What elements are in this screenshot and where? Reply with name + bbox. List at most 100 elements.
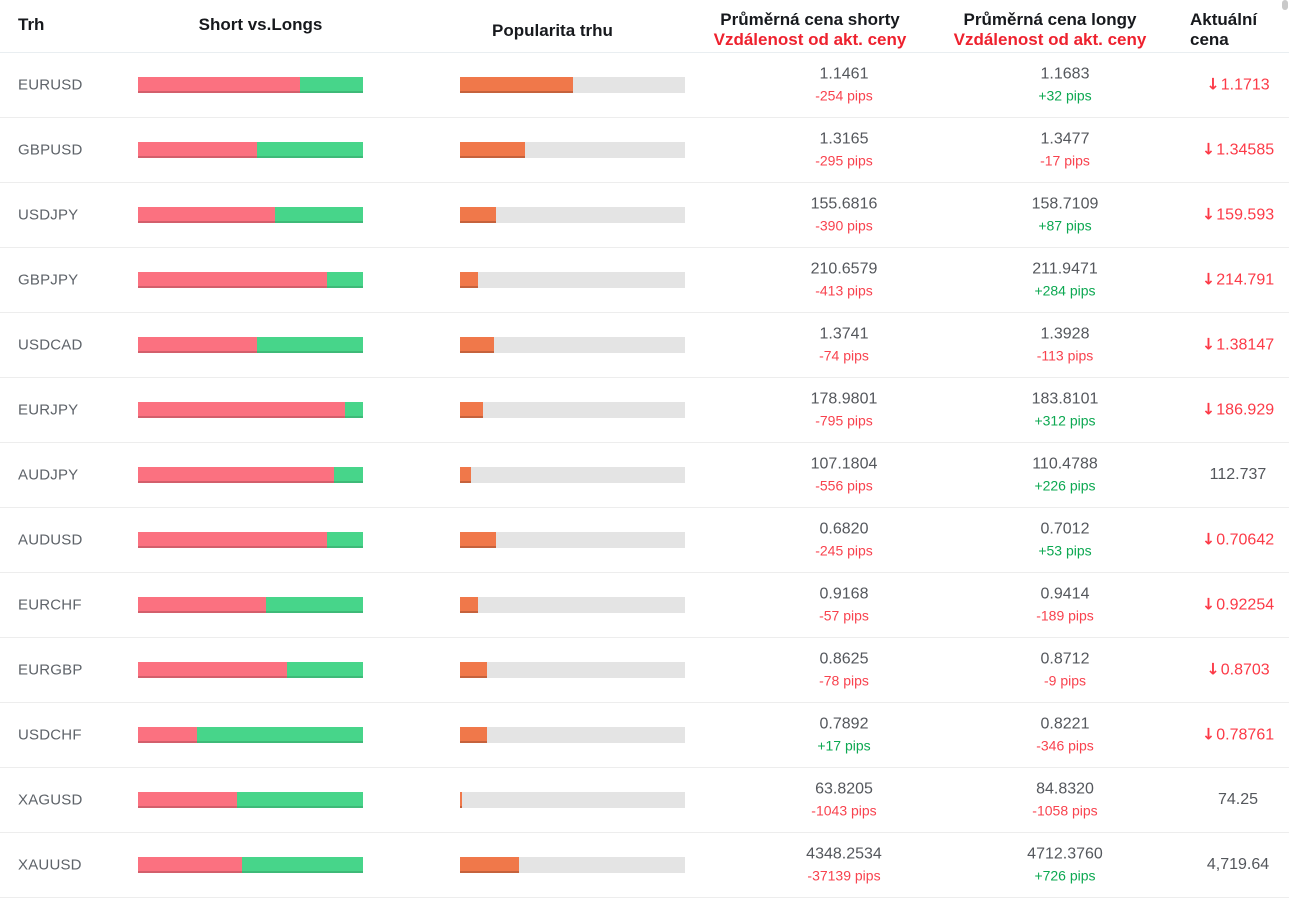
table-row[interactable]: EURUSD 1.1461 -254 pips 1.1683 +32 pips … [0, 53, 1289, 118]
table-row[interactable]: EURJPY 178.9801 -795 pips 183.8101 +312 … [0, 378, 1289, 443]
avg-long-cell: 0.7012 +53 pips [945, 519, 1185, 562]
table-row[interactable]: EURGBP 0.8625 -78 pips 0.8712 -9 pips ↓0… [0, 638, 1289, 703]
avg-short-distance: -295 pips [815, 152, 873, 169]
current-price-value: 0.8703 [1220, 661, 1270, 679]
avg-short-price: 1.3165 [819, 130, 869, 148]
popularity-fill [460, 337, 494, 353]
table-row[interactable]: USDCHF 0.7892 +17 pips 0.8221 -346 pips … [0, 703, 1289, 768]
short-bar-segment [138, 792, 237, 808]
table-row[interactable]: GBPJPY 210.6579 -413 pips 211.9471 +284 … [0, 248, 1289, 313]
avg-long-price: 84.8320 [1036, 780, 1094, 798]
avg-long-cell: 1.1683 +32 pips [945, 64, 1185, 107]
table-body: EURUSD 1.1461 -254 pips 1.1683 +32 pips … [0, 53, 1289, 898]
table-row[interactable]: USDCAD 1.3741 -74 pips 1.3928 -113 pips … [0, 313, 1289, 378]
popularity-fill [460, 532, 496, 548]
column-header-avg-long-distance: Vzdálenost od akt. ceny [953, 30, 1147, 49]
current-price-cell: ↓186.929 [1178, 399, 1289, 422]
popularity-fill [460, 597, 478, 613]
current-price-value: 214.791 [1216, 271, 1275, 289]
long-bar-segment [300, 77, 363, 93]
avg-short-cell: 0.7892 +17 pips [724, 714, 964, 757]
avg-long-distance: +226 pips [1034, 477, 1096, 494]
column-header-market: Trh [18, 15, 45, 34]
short-bar-segment [138, 532, 327, 548]
price-down-arrow-icon: ↓ [1201, 529, 1216, 549]
column-header-avg-short: Průměrná cena shorty Vzdálenost od akt. … [690, 10, 930, 50]
avg-long-cell: 211.9471 +284 pips [945, 259, 1185, 302]
short-bar-segment [138, 597, 267, 613]
short-bar-segment [138, 142, 258, 158]
market-label: EURUSD [18, 76, 83, 94]
avg-short-distance: -1043 pips [811, 802, 877, 819]
column-header-avg-long-price: Průměrná cena longy [963, 10, 1137, 29]
market-label: XAUUSD [18, 856, 82, 874]
current-price-cell: ↓1.1713 [1178, 74, 1289, 97]
table-row[interactable]: XAUUSD 4348.2534 -37139 pips 4712.3760 +… [0, 833, 1289, 898]
market-label: GBPUSD [18, 141, 83, 159]
short-bar-segment [138, 402, 345, 418]
avg-long-distance: -189 pips [1036, 607, 1094, 624]
popularity-bar [460, 792, 685, 808]
market-label: AUDJPY [18, 466, 79, 484]
short-vs-long-bar [138, 467, 363, 483]
popularity-bar [460, 272, 685, 288]
price-down-arrow-icon: ↓ [1201, 594, 1216, 614]
column-header-avg-short-distance: Vzdálenost od akt. ceny [713, 30, 907, 49]
table-row[interactable]: EURCHF 0.9168 -57 pips 0.9414 -189 pips … [0, 573, 1289, 638]
avg-long-cell: 158.7109 +87 pips [945, 194, 1185, 237]
popularity-fill [460, 272, 478, 288]
current-price-value: 186.929 [1216, 401, 1275, 419]
popularity-bar [460, 857, 685, 873]
avg-short-cell: 1.3165 -295 pips [724, 129, 964, 172]
avg-short-price: 107.1804 [810, 455, 878, 473]
short-bar-segment [138, 337, 258, 353]
avg-long-distance: +284 pips [1034, 282, 1096, 299]
current-price-value: 112.737 [1209, 466, 1267, 483]
short-vs-long-bar [138, 77, 363, 93]
avg-short-price: 210.6579 [810, 260, 878, 278]
column-header-current-price: Aktuální cena [1190, 10, 1257, 50]
short-vs-long-bar [138, 792, 363, 808]
scrollbar-thumb[interactable] [1282, 0, 1288, 10]
avg-long-distance: -113 pips [1036, 347, 1094, 364]
market-label: EURJPY [18, 401, 79, 419]
long-bar-segment [286, 662, 363, 678]
avg-long-price: 211.9471 [1032, 260, 1098, 278]
avg-short-cell: 178.9801 -795 pips [724, 389, 964, 432]
avg-short-price: 155.6816 [810, 195, 878, 213]
avg-long-price: 110.4788 [1032, 455, 1098, 473]
current-price-cell: ↓1.34585 [1178, 139, 1289, 162]
avg-long-cell: 0.8712 -9 pips [945, 649, 1185, 692]
avg-long-cell: 183.8101 +312 pips [945, 389, 1185, 432]
column-header-current-line2: cena [1190, 30, 1229, 49]
popularity-fill [460, 727, 487, 743]
popularity-fill [460, 77, 573, 93]
table-row[interactable]: AUDJPY 107.1804 -556 pips 110.4788 +226 … [0, 443, 1289, 508]
popularity-fill [460, 142, 526, 158]
current-price-value: 1.1713 [1220, 76, 1270, 94]
long-bar-segment [345, 402, 363, 418]
long-bar-segment [327, 272, 363, 288]
market-label: USDJPY [18, 206, 79, 224]
table-row[interactable]: AUDUSD 0.6820 -245 pips 0.7012 +53 pips … [0, 508, 1289, 573]
avg-short-distance: -78 pips [819, 672, 869, 689]
current-price-cell: ↓4,719.64 [1178, 854, 1289, 876]
avg-long-distance: -1058 pips [1032, 802, 1098, 819]
table-row[interactable]: USDJPY 155.6816 -390 pips 158.7109 +87 p… [0, 183, 1289, 248]
current-price-value: 74.25 [1217, 791, 1259, 808]
table-header: Trh Short vs.Longs Popularita trhu Průmě… [0, 0, 1289, 53]
avg-short-price: 0.9168 [819, 585, 869, 603]
avg-short-distance: -390 pips [815, 217, 873, 234]
avg-long-price: 158.7109 [1031, 195, 1099, 213]
short-vs-long-bar [138, 597, 363, 613]
avg-long-distance: -9 pips [1043, 672, 1087, 689]
avg-long-price: 0.8712 [1040, 650, 1090, 668]
table-row[interactable]: XAGUSD 63.8205 -1043 pips 84.8320 -1058 … [0, 768, 1289, 833]
short-bar-segment [138, 77, 300, 93]
table-row[interactable]: GBPUSD 1.3165 -295 pips 1.3477 -17 pips … [0, 118, 1289, 183]
market-label: XAGUSD [18, 791, 83, 809]
avg-short-price: 0.8625 [819, 650, 869, 668]
long-bar-segment [266, 597, 363, 613]
long-bar-segment [275, 207, 363, 223]
short-vs-long-bar [138, 337, 363, 353]
